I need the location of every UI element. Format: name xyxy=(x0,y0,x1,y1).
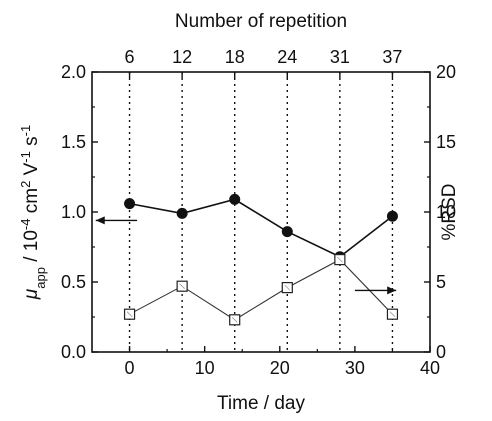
rsd-point-hatch xyxy=(231,317,238,323)
rsd-series-line xyxy=(129,258,393,321)
axis-pointer-arrow-head xyxy=(387,286,397,295)
x-axis-tick-label: 30 xyxy=(345,358,365,378)
mobility-point xyxy=(229,193,241,205)
top-axis-tick-label: 18 xyxy=(225,47,245,67)
plot-frame xyxy=(91,71,431,353)
y-axis-tick-label: 0.0 xyxy=(61,342,86,362)
mobility-point xyxy=(176,207,188,219)
ylabel-unit3: s xyxy=(21,136,42,151)
x-axis-title: Time / day xyxy=(217,393,305,414)
ticks-layer: 6 12 18 24 31 37 0 10 20 30 40 0.0 0.5 1.0 1.5 2.0 0 5 10 1… xyxy=(61,47,456,378)
right-axis-tick-label: 10 xyxy=(436,202,456,222)
top-axis-tick-label: 31 xyxy=(330,47,350,67)
ylabel-unit: cm xyxy=(21,188,42,219)
rsd-point-hatch xyxy=(284,284,291,291)
ylabel-sup4: -1 xyxy=(18,125,33,137)
top-axis-tick-label: 37 xyxy=(382,47,402,67)
right-axis-tick-label: 20 xyxy=(436,62,456,82)
right-axis-tick-label: 0 xyxy=(436,342,446,362)
series-layer xyxy=(123,193,399,326)
mobility-point xyxy=(386,210,398,222)
ylabel-sup2: 2 xyxy=(18,181,33,188)
y-axis-tick-label: 0.5 xyxy=(61,272,86,292)
x-axis-tick-label: 20 xyxy=(270,358,290,378)
left-axis-title: μapp / 10-4 cm2 V-1 s-1 xyxy=(18,125,48,300)
ylabel-sub: app xyxy=(33,267,48,289)
annotation-layer xyxy=(95,216,397,295)
rsd-point-hatch xyxy=(337,256,343,263)
top-axis-tick-label: 12 xyxy=(172,47,192,67)
mobility-point xyxy=(124,198,136,210)
ylabel-mu: μ xyxy=(21,288,42,300)
x-axis-tick-label: 10 xyxy=(195,358,215,378)
right-axis-tick-label: 15 xyxy=(436,132,456,152)
y-axis-tick-label: 2.0 xyxy=(61,62,86,82)
ylabel-sup1: -4 xyxy=(18,219,33,231)
x-axis-tick-label: 0 xyxy=(125,358,135,378)
grid-layer xyxy=(128,72,394,352)
top-axis-tick-label: 24 xyxy=(277,47,297,67)
ylabel-unit2: V xyxy=(21,162,42,180)
rsd-point-hatch xyxy=(126,311,133,317)
top-axis-tick-label: 6 xyxy=(125,47,135,67)
mobility-point xyxy=(281,226,293,238)
top-axis-title: Number of repetition xyxy=(175,11,347,32)
mobility-series-line xyxy=(129,198,393,258)
axis-pointer-arrow-head xyxy=(95,216,105,225)
rsd-point-hatch xyxy=(389,311,396,317)
right-axis-title: %RSD xyxy=(439,183,460,240)
y-axis-tick-label: 1.5 xyxy=(61,132,86,152)
right-axis-tick-label: 5 xyxy=(436,272,446,292)
plot-frame-layer xyxy=(91,71,431,353)
ylabel-sup3: -1 xyxy=(18,151,33,163)
ylabel-rest: / 10 xyxy=(21,230,42,267)
x-axis-tick-label: 40 xyxy=(420,358,440,378)
rsd-point-hatch xyxy=(179,283,185,289)
y-axis-tick-label: 1.0 xyxy=(61,202,86,222)
